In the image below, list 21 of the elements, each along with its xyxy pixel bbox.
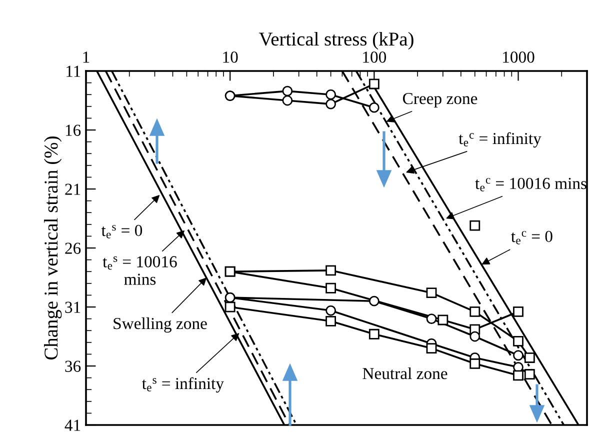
x-tick-label: 100 [363, 52, 386, 63]
annotation: t$_{e}$$^{s}$ = infinity [142, 377, 224, 393]
y-tick-label: 31 [65, 302, 80, 313]
x-tick-label: 10 [223, 52, 238, 63]
x-tick-label: 1000 [503, 52, 534, 63]
y-tick-label: 16 [66, 124, 81, 136]
annotation: t$_{e}$$^{c}$ = 0 [511, 230, 552, 244]
annotation: Creep zone [402, 92, 478, 108]
annotation: Neutral zone [362, 367, 448, 380]
y-tick-label: 41 [64, 420, 80, 431]
y-axis-title: Change in vertical strain (%) [44, 136, 62, 360]
x-axis-title: Vertical stress (kPa) [258, 32, 414, 50]
annotation: t$_{e}$$^{c}$ = infinity [458, 132, 542, 148]
y-tick-label: 11 [66, 66, 80, 77]
y-tick-label: 26 [65, 242, 81, 254]
y-tick-label: 21 [65, 184, 80, 195]
y-tick-label: 36 [65, 360, 81, 372]
annotation: Swelling zone [114, 317, 207, 333]
x-tick-label: 1 [83, 52, 90, 63]
annotation: t$_{e}$$^{s}$ = 10016 mins [102, 256, 177, 285]
annotation: t$_{e}$$^{s}$ = 0 [101, 224, 142, 238]
